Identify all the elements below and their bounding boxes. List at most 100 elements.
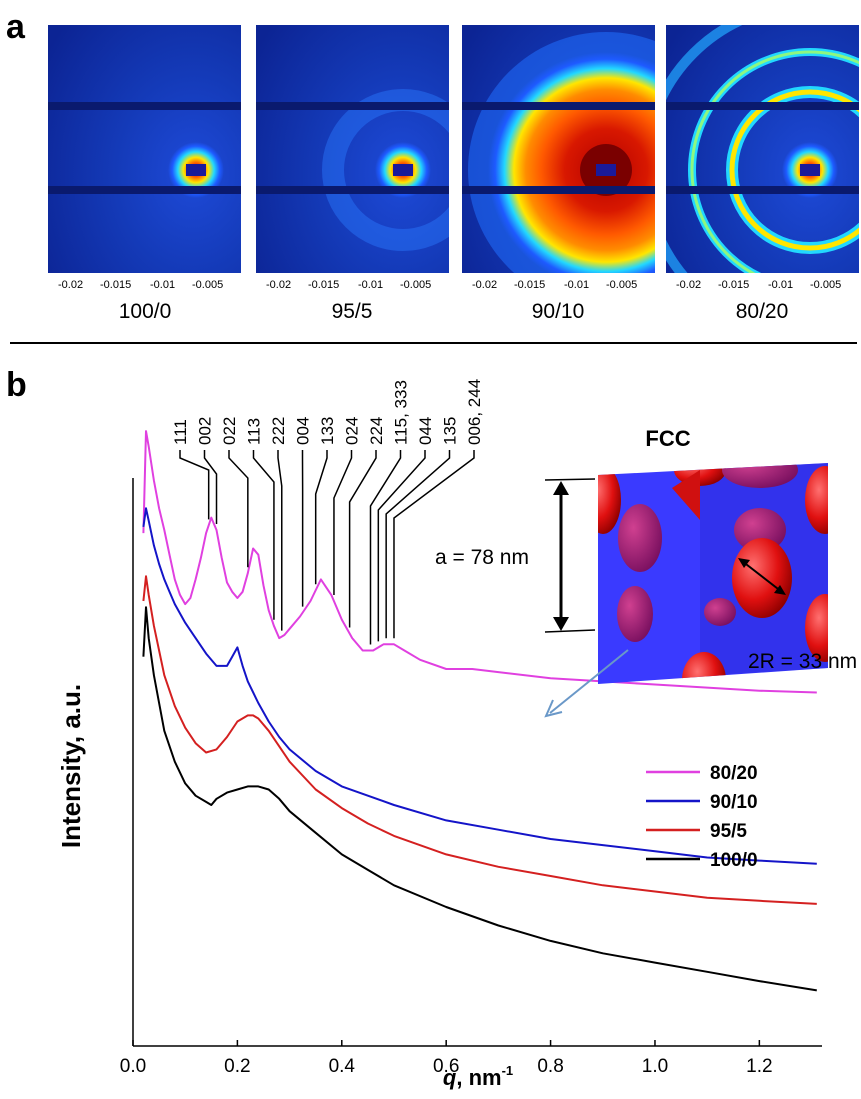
tick-p3-2: -0.01 [768,279,793,291]
sphere-left-face [618,504,662,572]
series-layer [142,430,817,992]
peak-label: 024 [343,417,362,445]
diameter-arrow-head-2 [774,585,786,595]
lattice-tick-top [544,478,596,481]
tick-p1-3: -0.005 [400,279,431,291]
peak-label: 111 [171,419,190,445]
peak-leader-line [228,450,249,568]
sphere-center [732,538,792,618]
series-line-80-20 [142,430,817,694]
panel-a-pattern-labels: 100/0 95/5 90/10 80/20 [119,300,789,323]
peak-leader-line [348,450,377,628]
x-tick-label: 0.2 [224,1056,250,1077]
tick-p0-0: -0.02 [58,279,83,291]
x-tick-label: 1.0 [642,1056,668,1077]
legend-label: 80/20 [710,763,758,784]
sphere-left-face2 [617,586,653,642]
sphere-corner [598,466,621,534]
inset-pointer-head [544,699,563,718]
tick-p1-1: -0.015 [308,279,339,291]
tick-p2-1: -0.015 [514,279,545,291]
panel-b-label: b [6,366,27,404]
peak-label: 002 [196,417,215,445]
sphere-bottom [682,652,726,684]
x-tick-labels: 0.0 0.2 0.4 0.6 0.8 1.0 1.2 [120,1056,773,1077]
series-line-90-10 [142,507,817,865]
peak-leader-line [385,450,451,639]
y-axis-label: Intensity, a.u. [56,684,86,848]
x-axis-label: q, nm-1 [443,1063,513,1090]
radius-text: 2R = 33 nm [748,650,857,673]
legend: 80/20 90/10 95/5 100/0 [646,763,758,871]
peak-label: 006, 244 [465,379,484,445]
x-axis-label-unit: nm [469,1065,502,1090]
tick-p2-2: -0.01 [564,279,589,291]
sphere-bottom2 [704,598,736,626]
corner-wedge-tl [672,470,700,520]
tick-p0-1: -0.015 [100,279,131,291]
tick-p3-1: -0.015 [718,279,749,291]
peak-label: 044 [416,417,435,445]
panel-a-label: a [6,8,26,46]
peak-leader-line [393,450,475,639]
peak-label: 133 [318,417,337,445]
diameter-arrow-head-1 [738,558,750,568]
x-tick-label: 0.0 [120,1056,146,1077]
x-axis-label-exponent: -1 [502,1063,514,1078]
peak-leader-line [252,450,275,620]
x-tick-label: 0.6 [433,1056,459,1077]
saxs-pattern-80-20 [666,25,859,273]
series-line-100-0 [142,606,817,992]
peak-label: 113 [245,418,264,445]
peak-leader-line [333,450,353,596]
tick-p1-0: -0.02 [266,279,291,291]
saxs-pattern-90-10 [462,25,655,273]
peak-label: 222 [269,417,288,445]
x-axis-label-var: q [443,1065,457,1090]
peak-leader-line [203,450,218,524]
fcc-title: FCC [645,426,690,451]
pattern-label-100-0: 100/0 [119,300,172,323]
lattice-arrow-down [553,617,569,631]
lattice-arrow-up [553,481,569,495]
x-tick-label: 1.2 [746,1056,772,1077]
legend-label: 95/5 [710,821,747,842]
lattice-text: a = 78 nm [435,546,529,569]
inset-pointer-arrow [549,649,629,714]
peak-leader-line [314,450,328,585]
pattern-label-80-20: 80/20 [736,300,789,323]
legend-label: 90/10 [710,792,758,813]
x-tick-marks [132,1040,761,1046]
sphere-right-edge [805,466,828,534]
panel-a-ticks: -0.02 -0.015 -0.01 -0.005 -0.02 -0.015 -… [58,279,841,291]
plot-axes: 0.0 0.2 0.4 0.6 0.8 1.0 1.2 [120,478,822,1077]
peak-index-layer: 111 002 022 113 222 004 133 024 224 115, 333 044 13… [171,379,484,645]
x-tick-label: 0.4 [329,1056,356,1077]
peak-label: 022 [220,417,239,445]
pattern-label-95-5: 95/5 [332,300,373,323]
peak-leader-line [377,450,426,642]
tick-p2-0: -0.02 [472,279,497,291]
pattern-label-90-10: 90/10 [532,300,585,323]
sphere-top2 [722,463,798,488]
diameter-arrow [741,560,783,593]
peak-label: 135 [441,417,460,445]
saxs-pattern-100-0 [48,25,241,273]
x-tick-label: 0.8 [537,1056,563,1077]
tick-p3-0: -0.02 [676,279,701,291]
fcc-inset: FCC a = 78 nm 2R = 33 nm [435,426,857,718]
lattice-tick-bottom [544,629,596,633]
tick-p2-3: -0.005 [606,279,637,291]
saxs-pattern-95-5 [256,25,449,273]
series-line-95-5 [142,575,817,905]
sphere-right-low [805,594,828,662]
legend-label: 100/0 [710,850,758,871]
peak-leader-line [277,450,283,631]
tick-p1-2: -0.01 [358,279,383,291]
tick-p0-2: -0.01 [150,279,175,291]
tick-p0-3: -0.005 [192,279,223,291]
peak-label: 224 [367,417,386,445]
peak-label: 115, 333 [392,380,411,445]
peak-leader-line [369,450,402,645]
